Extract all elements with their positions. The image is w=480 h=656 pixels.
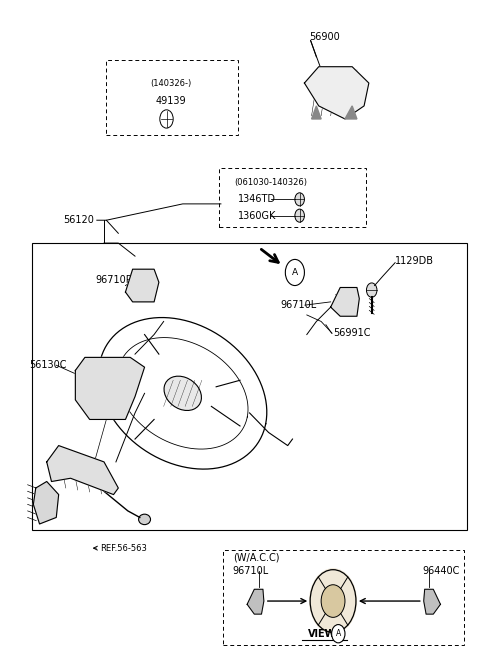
Text: A: A [336, 629, 341, 638]
Circle shape [295, 193, 304, 206]
Bar [218, 168, 366, 227]
Text: 49139: 49139 [156, 96, 186, 106]
Text: 96710L: 96710L [233, 566, 269, 576]
Bar [107, 60, 238, 135]
Text: 56991C: 56991C [333, 328, 371, 338]
Circle shape [285, 259, 304, 285]
Text: 1360GK: 1360GK [238, 211, 276, 220]
Text: (140326-): (140326-) [150, 79, 192, 87]
Polygon shape [304, 67, 369, 119]
Polygon shape [47, 445, 118, 495]
Text: 56900: 56900 [309, 32, 340, 43]
Ellipse shape [164, 376, 202, 411]
Circle shape [309, 568, 357, 634]
Text: 56130C: 56130C [29, 360, 67, 370]
Polygon shape [75, 358, 144, 419]
Circle shape [321, 584, 345, 617]
Polygon shape [345, 106, 357, 119]
Polygon shape [247, 589, 264, 614]
Text: 96710L: 96710L [281, 300, 317, 310]
Polygon shape [125, 269, 159, 302]
Text: 96710R: 96710R [95, 276, 132, 285]
Polygon shape [34, 482, 59, 524]
Ellipse shape [139, 514, 151, 525]
Polygon shape [424, 589, 441, 614]
Text: 56120: 56120 [63, 215, 95, 225]
Text: REF.56-563: REF.56-563 [100, 544, 147, 552]
Text: (W/A.C.C): (W/A.C.C) [233, 553, 279, 563]
Polygon shape [312, 106, 321, 119]
Bar [223, 550, 464, 645]
Bar [33, 243, 467, 531]
Circle shape [332, 625, 345, 643]
Text: A: A [292, 268, 298, 277]
Text: (061030-140326): (061030-140326) [235, 178, 308, 188]
Text: 96440C: 96440C [422, 566, 459, 576]
Text: 1346TD: 1346TD [238, 194, 276, 204]
Polygon shape [331, 287, 360, 316]
Text: VIEW: VIEW [308, 628, 336, 639]
Circle shape [295, 209, 304, 222]
Text: 1129DB: 1129DB [395, 256, 434, 266]
Circle shape [366, 283, 377, 297]
